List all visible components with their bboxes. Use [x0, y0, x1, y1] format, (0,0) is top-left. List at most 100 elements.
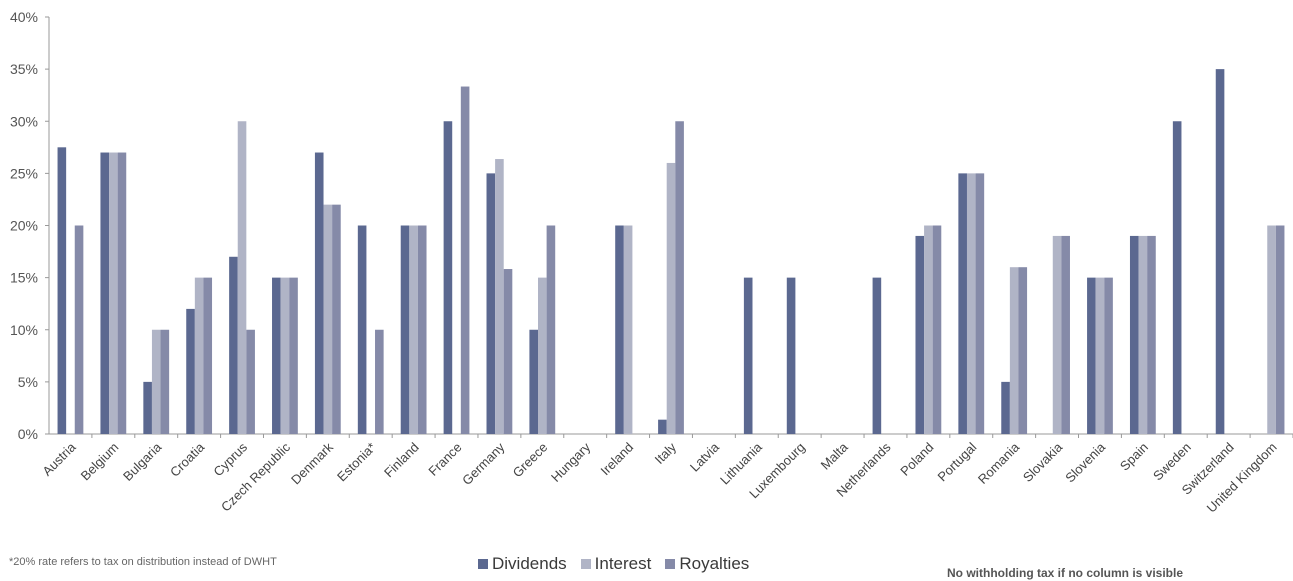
bar-royalties-spain [1147, 235, 1156, 434]
footnote: *20% rate refers to tax on distribution … [9, 556, 277, 568]
legend-label-royalties: Royalties [679, 554, 750, 573]
bar-royalties-finland [417, 225, 427, 434]
bar-royalties-czech-republic [289, 277, 298, 434]
bar-interest-cyprus [237, 121, 247, 434]
bar-interest-bulgaria [151, 329, 161, 434]
x-tick-label: Denmark [288, 439, 336, 487]
bar-royalties-bulgaria [160, 329, 170, 434]
bar-interest-ireland [623, 225, 633, 434]
bar-dividends-italy [658, 419, 667, 434]
bar-dividends-romania [1001, 381, 1010, 434]
bar-royalties-poland [932, 225, 942, 434]
legend-label-dividends: Dividends [492, 554, 567, 573]
x-tick-label: France [425, 440, 464, 479]
bar-royalties-slovakia [1061, 235, 1070, 434]
x-tick-label: Ireland [598, 440, 637, 479]
x-tick-label: Germany [459, 439, 508, 488]
x-tick-label: Spain [1117, 440, 1151, 474]
bar-dividends-estonia [357, 225, 367, 434]
y-tick-label: 5% [18, 374, 38, 390]
chart-bars [57, 69, 1285, 434]
legend-swatch-royalties [665, 559, 676, 569]
bar-interest-italy [666, 162, 676, 434]
x-tick-label: Latvia [687, 439, 723, 475]
legend-label-interest: Interest [594, 554, 652, 573]
bar-royalties-cyprus [246, 329, 255, 434]
bar-dividends-netherlands [872, 277, 882, 434]
legend-item-interest: Interest [580, 554, 652, 574]
x-tick-label: Belgium [78, 440, 122, 484]
x-tick-label: Austria [39, 439, 79, 479]
bar-interest-croatia [194, 277, 204, 434]
bar-dividends-slovenia [1087, 277, 1096, 434]
bar-dividends-belgium [100, 152, 110, 434]
bar-dividends-finland [400, 225, 410, 434]
bar-dividends-germany [486, 173, 496, 434]
bar-interest-slovakia [1052, 235, 1062, 434]
x-tick-label: Finland [381, 440, 422, 481]
bar-dividends-france [443, 121, 453, 434]
bar-interest-czech-republic [280, 277, 290, 434]
x-tick-label: Greece [510, 440, 551, 481]
bar-interest-greece [538, 277, 547, 434]
y-tick-label: 35% [10, 61, 38, 77]
x-tick-label: Croatia [167, 439, 208, 480]
y-tick-label: 15% [10, 270, 38, 286]
bar-dividends-denmark [314, 152, 324, 434]
x-tick-label: Hungary [548, 439, 594, 485]
legend-item-royalties: Royalties [665, 554, 749, 574]
legend-swatch-dividends [478, 559, 488, 569]
x-tick-label: Portugal [935, 439, 980, 484]
bar-dividends-luxembourg [786, 277, 796, 434]
no-tax-note: No withholding tax if no column is visib… [947, 566, 1184, 580]
x-tick-label: Slovakia [1020, 439, 1066, 485]
bar-royalties-germany [503, 269, 513, 434]
x-tick-label: Poland [897, 440, 936, 479]
bar-interest-finland [409, 225, 418, 434]
bar-dividends-ireland [615, 225, 624, 434]
bar-royalties-greece [546, 225, 556, 434]
x-tick-label: Bulgaria [120, 439, 165, 484]
bar-interest-slovenia [1095, 277, 1105, 434]
bar-interest-denmark [323, 204, 333, 434]
y-tick-label: 40% [10, 9, 38, 25]
y-tick-label: 30% [10, 113, 38, 129]
bar-interest-romania [1009, 267, 1019, 434]
bar-dividends-austria [57, 147, 67, 434]
bar-royalties-united-kingdom [1275, 225, 1285, 434]
x-tick-label: Estonia* [334, 440, 379, 485]
y-tick-label: 20% [10, 218, 38, 234]
bar-royalties-romania [1018, 267, 1028, 434]
bar-royalties-france [460, 86, 470, 434]
bar-interest-united-kingdom [1267, 225, 1276, 434]
legend: Dividends Interest Royalties [478, 554, 749, 574]
x-tick-label: Slovenia [1062, 439, 1108, 485]
legend-item-dividends: Dividends [478, 554, 567, 574]
y-tick-label: 0% [18, 426, 38, 442]
bar-dividends-poland [915, 235, 925, 434]
bar-interest-poland [924, 225, 933, 434]
bar-dividends-czech-republic [272, 277, 281, 434]
y-tick-label: 25% [10, 165, 38, 181]
bar-dividends-portugal [958, 173, 967, 434]
bar-dividends-cyprus [229, 256, 238, 434]
bar-dividends-greece [529, 329, 539, 434]
bar-royalties-denmark [332, 204, 341, 434]
chart-axes: 0% 5% 10% 15% 20% 25% 30% 35% 40% [10, 9, 1293, 442]
x-tick-label: Malta [818, 439, 852, 473]
bar-royalties-estonia [375, 329, 384, 434]
bar-dividends-spain [1129, 235, 1139, 434]
bar-dividends-lithuania [743, 277, 753, 434]
legend-swatch-interest [580, 559, 591, 569]
bar-interest-germany [495, 159, 504, 434]
bar-dividends-bulgaria [143, 381, 152, 434]
bar-royalties-slovenia [1104, 277, 1113, 434]
bar-royalties-italy [675, 121, 684, 434]
bar-interest-portugal [966, 173, 976, 434]
x-tick-label: Cyprus [210, 439, 250, 479]
y-tick-label: 10% [10, 322, 38, 338]
bar-interest-belgium [109, 152, 118, 434]
bar-dividends-switzerland [1215, 69, 1225, 434]
